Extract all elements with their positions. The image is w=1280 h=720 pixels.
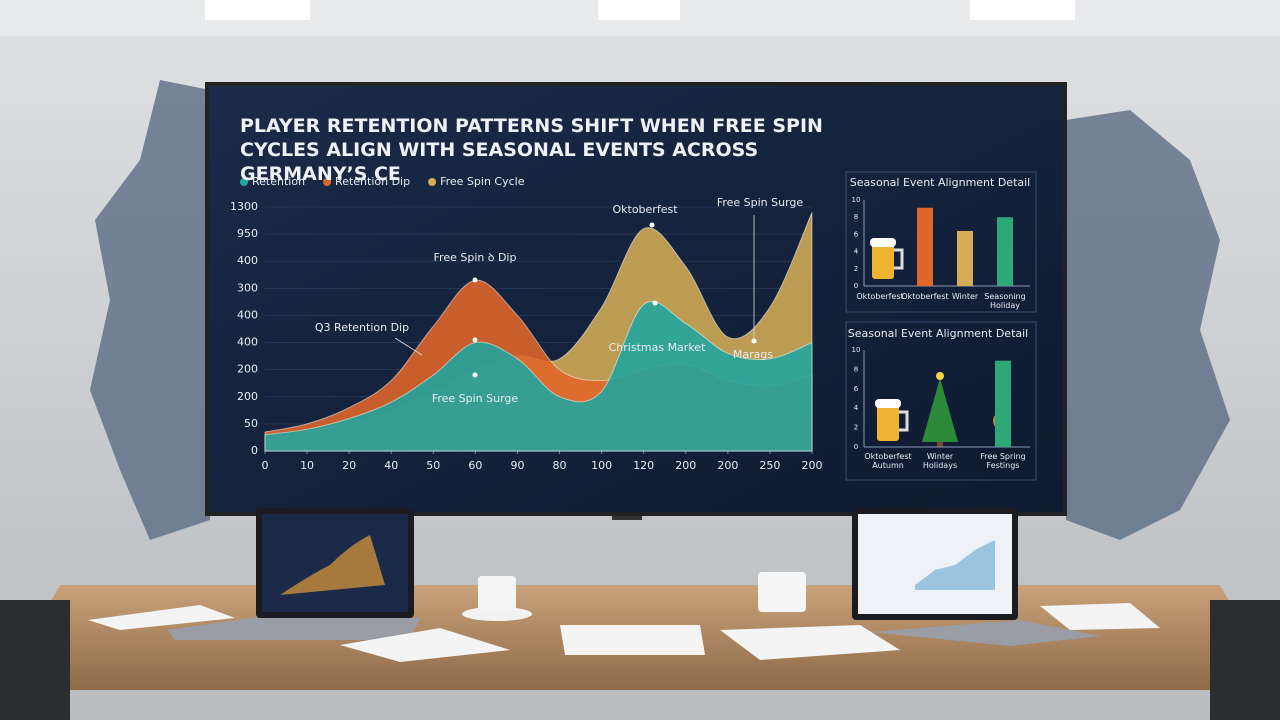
annotation: Free Spin Surge	[717, 196, 804, 209]
y-tick-label: 0	[854, 443, 858, 451]
x-tick-label: 10	[300, 459, 314, 472]
y-tick-label: 400	[237, 308, 258, 321]
chair	[0, 600, 70, 720]
y-tick-label: 10	[852, 346, 861, 354]
x-tick-label: 50	[426, 459, 440, 472]
y-tick-label: 0	[251, 444, 258, 457]
y-tick-label: 4	[854, 404, 859, 412]
panel-title: Seasonal Event Alignment Detail	[848, 327, 1029, 340]
x-tick-label: 90	[510, 459, 524, 472]
y-tick-label: 200	[237, 390, 258, 403]
chart-title: PLAYER RETENTION PATTERNS SHIFT WHEN FRE…	[240, 115, 823, 185]
y-tick-label: 8	[854, 213, 858, 221]
annotation: Oktoberfest	[612, 203, 678, 216]
y-tick-label: 950	[237, 227, 258, 240]
x-tick-label: 20	[342, 459, 356, 472]
y-tick-label: 0	[854, 282, 858, 290]
panel-frame	[845, 171, 1037, 313]
x-tick-label: 0	[262, 459, 269, 472]
bar	[957, 230, 973, 286]
y-tick-label: 400	[237, 254, 258, 267]
y-tick-label: 2	[854, 424, 858, 432]
y-tick-label: 300	[237, 281, 258, 294]
mount	[612, 516, 642, 520]
x-tick-label: Seasoning Holiday	[984, 292, 1026, 310]
annotation: Christmas Market	[609, 341, 706, 354]
map-decoration	[1066, 110, 1230, 540]
y-tick-label: 8	[854, 365, 858, 373]
annotation-dot	[652, 300, 658, 306]
legend-swatch	[323, 178, 332, 186]
bar	[917, 207, 933, 286]
y-tick-label: 6	[854, 230, 859, 238]
annotation-line	[394, 337, 423, 356]
panel-title: Seasonal Event Alignment Detail	[850, 176, 1031, 189]
y-tick-label: 4	[854, 248, 859, 256]
laptop	[852, 508, 1100, 646]
x-tick-label: 200	[802, 459, 823, 472]
ceiling-light	[205, 0, 310, 20]
x-tick-label: 200	[717, 459, 738, 472]
map-decoration	[90, 80, 210, 540]
y-tick-label: 2	[854, 265, 858, 273]
annotation-dot	[472, 277, 478, 283]
legend-swatch	[240, 178, 248, 186]
x-tick-label: 200	[675, 459, 696, 472]
paper	[88, 603, 1160, 662]
x-tick-label: Free Spring Festings	[980, 452, 1026, 470]
annotation: Q3 Retention Dip	[315, 321, 409, 334]
annotation: Free Spin ꝺ Dip	[434, 251, 517, 264]
legend-label: Free Spin Cycle	[440, 175, 525, 188]
x-tick-label: Oktoberfest	[901, 292, 949, 301]
x-tick-label: 60	[468, 459, 482, 472]
coffee-cup	[758, 572, 806, 612]
beer-icon	[875, 399, 909, 441]
bar	[995, 360, 1011, 447]
beer-icon	[870, 238, 904, 279]
legend-label: Retention Dip	[335, 175, 410, 188]
panel-frame	[845, 321, 1037, 481]
x-tick-label: 40	[384, 459, 398, 472]
x-tick-label: Oktoberfest	[856, 292, 904, 301]
annotation-dot	[649, 222, 655, 228]
area	[264, 301, 813, 452]
y-tick-label: 6	[854, 385, 859, 393]
x-tick-label: 80	[553, 459, 567, 472]
coffee-cup	[462, 576, 532, 621]
chair	[1210, 600, 1280, 720]
laptop	[168, 508, 420, 640]
annotation: Marags	[733, 348, 773, 361]
x-tick-label: Winter Holidays	[922, 452, 958, 470]
y-tick-label: 50	[244, 417, 258, 430]
x-tick-label: 120	[633, 459, 654, 472]
x-tick-label: Oktoberfest Autumn	[864, 452, 912, 470]
y-tick-label: 1300	[230, 200, 258, 213]
annotation-dot	[472, 372, 478, 378]
annotation: Free Spin Surge	[432, 392, 519, 405]
x-tick-label: 250	[759, 459, 780, 472]
x-tick-label: 100	[591, 459, 612, 472]
annotation-dot	[472, 337, 478, 343]
y-tick-label: 10	[852, 196, 861, 204]
y-tick-label: 400	[237, 336, 258, 349]
legend-swatch	[428, 178, 437, 186]
x-tick-label: Winter	[951, 292, 979, 301]
ceiling-light	[598, 0, 680, 20]
tree-icon	[922, 372, 958, 447]
y-tick-label: 200	[237, 363, 258, 376]
bar	[997, 217, 1013, 286]
ceiling-light	[970, 0, 1075, 20]
legend-label: Retention	[252, 175, 305, 188]
